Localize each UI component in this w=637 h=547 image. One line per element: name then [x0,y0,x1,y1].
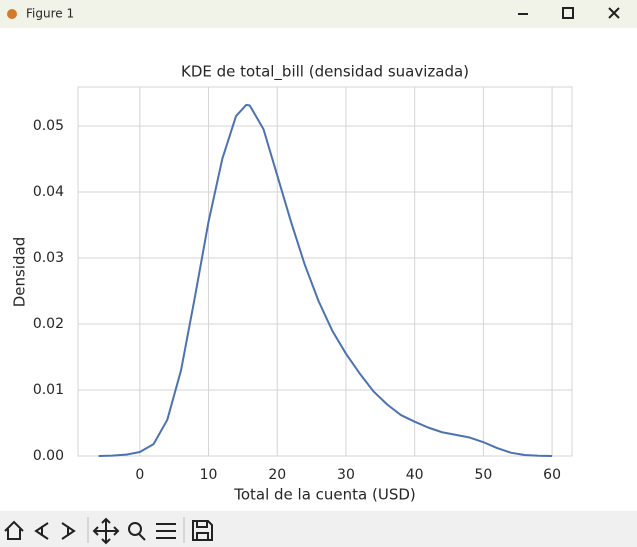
y-tick-label: 0.04 [33,184,64,200]
chart-title: KDE de total_bill (densidad suavizada) [181,63,469,82]
x-tick-label: 30 [337,467,355,483]
save-button[interactable] [192,520,213,541]
back-button[interactable] [34,522,49,540]
x-tick-label: 50 [474,467,492,483]
y-tick-label: 0.02 [33,316,64,332]
x-tick-label: 20 [268,467,286,483]
y-tick-label: 0.01 [33,382,64,398]
y-tick-label: 0.03 [33,250,64,266]
x-tick-label: 10 [200,467,218,483]
x-tick-label: 0 [135,467,144,483]
x-axis-label: Total de la cuenta (USD) [233,486,416,504]
zoom-handle [138,533,146,541]
grid [78,87,572,457]
pan-button[interactable] [92,517,120,545]
y-axis-label: Densidad [11,237,29,308]
x-tick-label: 60 [543,467,561,483]
plot [98,103,553,457]
window-title: Figure 1 [26,7,74,21]
y-tick-label: 0.05 [33,118,64,134]
app-icon [7,9,17,19]
maximize-button[interactable] [562,7,574,19]
zoom-button[interactable] [128,522,142,536]
forward-button[interactable] [61,522,76,540]
plot-area [77,86,573,457]
kde-line [98,103,553,457]
home-button[interactable] [4,520,24,540]
title-bar [0,0,637,28]
x-tick-label: 40 [406,467,424,483]
y-tick-label: 0.00 [33,448,64,464]
configure-button[interactable] [156,523,176,539]
close-button[interactable] [608,7,620,19]
